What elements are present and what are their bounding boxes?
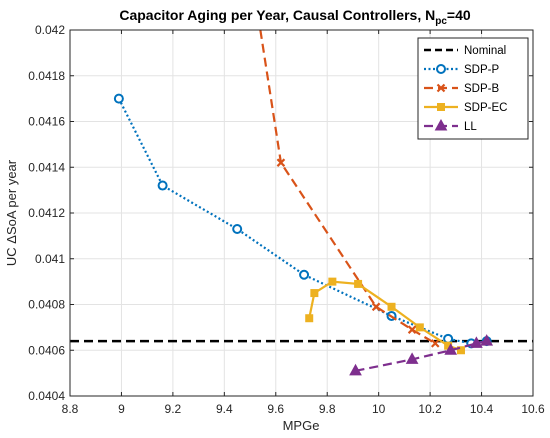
data-point-sdp-ec	[328, 277, 337, 286]
y-tick-label: 0.041	[35, 252, 65, 266]
x-tick-label: 9.6	[267, 402, 284, 416]
y-tick-label: 0.0414	[28, 160, 65, 174]
x-tick-label: 9.8	[319, 402, 336, 416]
x-axis: 8.8 9 9.2 9.4 9.6 9.8 10 10.2 10.4 10.6	[62, 30, 545, 416]
y-axis: 0.0404 0.0406 0.0408 0.041 0.0412 0.0414 0.041…	[28, 23, 533, 403]
legend-label: SDP-B	[464, 83, 499, 95]
y-axis-label: UC ΔSoA per year	[4, 159, 19, 266]
x-tick-label: 8.8	[62, 402, 79, 416]
legend-marker	[436, 64, 446, 74]
data-point-sdp-ec	[456, 346, 465, 355]
series-layer	[70, 30, 533, 376]
legend-label: Nominal	[464, 45, 506, 57]
legend-item-ll: LL	[424, 118, 477, 133]
series-sdp-p	[113, 93, 492, 349]
legend-item-sdp-ec: SDP-EC	[424, 102, 507, 114]
series-line-sdp-b	[259, 30, 436, 345]
x-tick-label: 9.2	[165, 402, 182, 416]
legend: Nominal SDP-P SDP-B SDP-EC LL	[417, 37, 529, 140]
data-point-ll	[480, 334, 494, 346]
y-tick-label: 0.042	[35, 23, 65, 37]
x-tick-label: 10	[372, 402, 386, 416]
data-point-sdp-p	[299, 269, 310, 280]
x-tick-label: 9	[118, 402, 125, 416]
legend-marker	[437, 103, 445, 111]
data-point-sdp-p	[113, 93, 124, 104]
data-point-sdp-b	[407, 325, 417, 334]
data-point-sdp-ec	[310, 289, 319, 298]
data-point-ll	[405, 352, 419, 364]
data-point-sdp-ec	[387, 302, 396, 311]
legend-label: LL	[464, 121, 477, 133]
data-point-ll	[444, 343, 458, 355]
data-point-sdp-p	[157, 180, 168, 191]
legend-marker	[434, 118, 448, 131]
data-point-sdp-ec	[354, 279, 363, 288]
y-tick-label: 0.0418	[28, 69, 65, 83]
data-point-sdp-p	[443, 333, 454, 344]
chart-title: Capacitor Aging per Year, Causal Control…	[119, 7, 471, 27]
data-point-sdp-b	[276, 158, 286, 167]
series-line-ll	[355, 340, 487, 372]
y-tick-label: 0.0412	[28, 206, 65, 220]
data-point-sdp-p	[232, 224, 243, 235]
x-tick-label: 10.6	[521, 402, 545, 416]
data-point-sdp-ec	[305, 314, 314, 323]
legend-label: SDP-P	[464, 64, 499, 76]
x-axis-label: MPGe	[283, 418, 320, 433]
series-sdp-b	[259, 30, 440, 348]
series-sdp-ec	[305, 277, 465, 355]
data-point-sdp-b	[371, 302, 381, 312]
y-tick-label: 0.0404	[28, 389, 65, 403]
data-point-sdp-ec	[415, 323, 424, 332]
x-tick-label: 9.4	[216, 402, 233, 416]
y-tick-label: 0.0406	[28, 343, 65, 357]
legend-marker	[436, 83, 446, 93]
legend-item-nominal: Nominal	[424, 45, 506, 57]
legend-label: SDP-EC	[464, 102, 507, 114]
data-point-sdp-b	[430, 339, 440, 348]
legend-item-sdp-p: SDP-P	[424, 64, 499, 76]
legend-box	[417, 37, 529, 140]
y-tick-label: 0.0408	[28, 298, 65, 312]
x-tick-label: 10.4	[470, 402, 494, 416]
series-ll	[349, 334, 494, 376]
legend-item-sdp-b: SDP-B	[424, 83, 499, 95]
y-tick-label: 0.0416	[28, 115, 65, 129]
data-point-ll	[349, 363, 362, 376]
data-point-ll	[470, 336, 483, 348]
x-tick-label: 10.2	[418, 402, 442, 416]
